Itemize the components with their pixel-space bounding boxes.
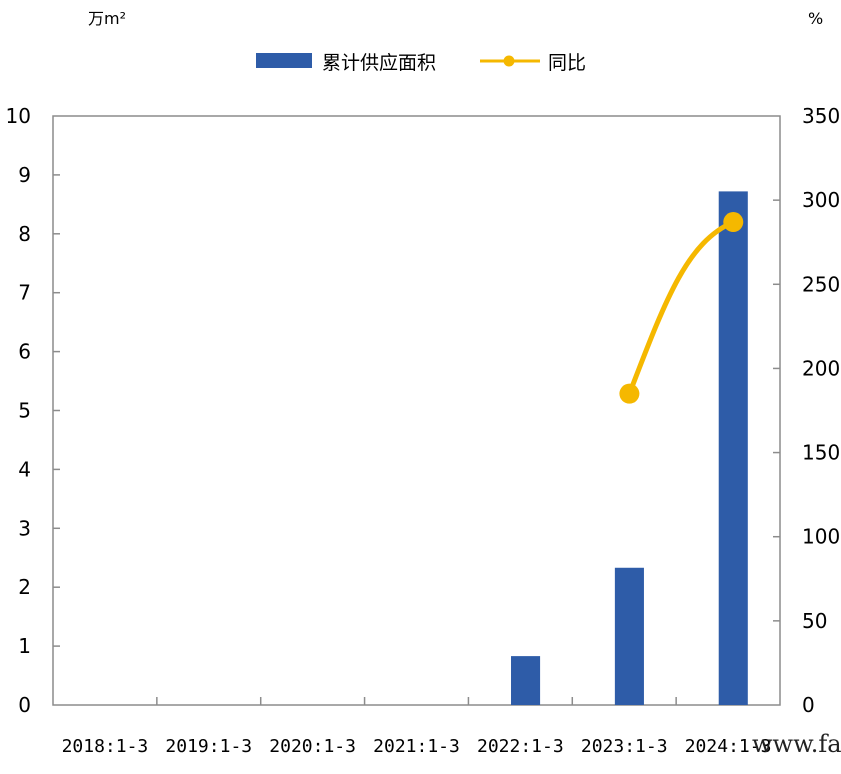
x-axis-tick-label: 2020:1-3	[269, 736, 356, 757]
legend-line-label: 同比	[548, 52, 586, 74]
bar-2023:1-3	[614, 567, 644, 705]
bar-2022:1-3	[511, 656, 541, 705]
plot-frame	[52, 115, 781, 706]
watermark: www.far	[752, 730, 841, 758]
right-axis-tick-label: 100	[802, 525, 840, 549]
right-axis-unit: %	[808, 9, 823, 28]
bars-layer	[511, 191, 748, 706]
right-axis-tick-label: 0	[802, 693, 815, 717]
left-axis-tick-label: 10	[6, 104, 31, 128]
left-axis-tick-label: 9	[18, 163, 31, 187]
axes-layer	[52, 115, 781, 706]
right-axis-tick-label: 150	[802, 441, 840, 465]
left-axis-tick-label: 1	[18, 634, 31, 658]
legend-line-marker	[503, 55, 515, 67]
left-axis-tick-label: 5	[18, 399, 31, 423]
bar-2024:1-3	[718, 191, 748, 706]
left-axis-tick-label: 3	[18, 516, 31, 540]
left-axis-tick-label: 0	[18, 693, 31, 717]
yoy-point	[723, 212, 744, 233]
x-axis-tick-label: 2018:1-3	[62, 736, 149, 757]
legend: 累计供应面积 同比	[256, 52, 586, 74]
left-axis-tick-label: 7	[18, 281, 31, 305]
left-axis-unit: 万m²	[88, 9, 126, 28]
left-axis-tick-label: 8	[18, 222, 31, 246]
yoy-point	[619, 383, 640, 404]
left-axis-tick-label: 2	[18, 575, 31, 599]
x-axis-tick-label: 2021:1-3	[373, 736, 460, 757]
x-axis-tick-label: 2022:1-3	[477, 736, 564, 757]
line-layer	[619, 212, 744, 404]
legend-bar-label: 累计供应面积	[322, 52, 436, 74]
yoy-line	[626, 219, 736, 397]
left-axis-tick-label: 4	[18, 457, 31, 481]
x-axis-tick-label: 2023:1-3	[581, 736, 668, 757]
labels-layer: 0123456789100501001502002503003502018:1-…	[6, 104, 841, 757]
x-axis-tick-label: 2019:1-3	[165, 736, 252, 757]
right-axis-tick-label: 50	[802, 609, 827, 633]
right-axis-tick-label: 350	[802, 104, 840, 128]
left-axis-tick-label: 6	[18, 340, 31, 364]
right-axis-tick-label: 200	[802, 356, 840, 380]
right-axis-tick-label: 250	[802, 272, 840, 296]
legend-bar-swatch	[256, 53, 312, 68]
right-axis-tick-label: 300	[802, 188, 840, 212]
x-axis-tick-label: 2024:1-3	[685, 736, 772, 757]
